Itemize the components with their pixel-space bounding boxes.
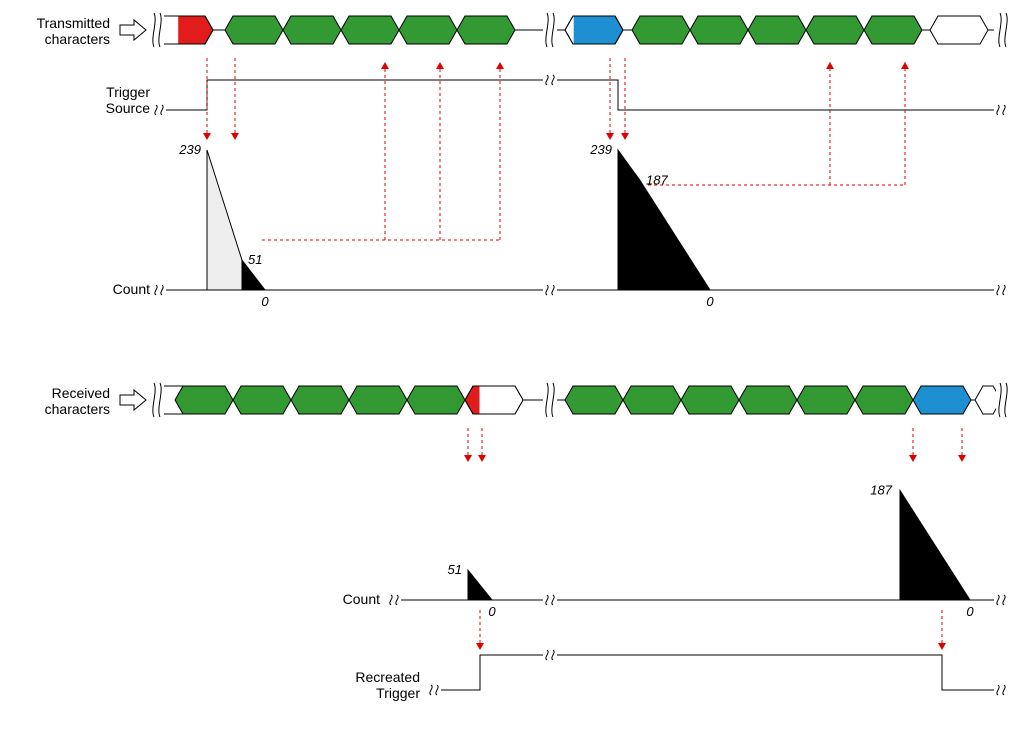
timing-diagram: Transmittedcharacters TriggerSource Count 2… bbox=[0, 0, 1024, 729]
svg-text:Count: Count bbox=[113, 281, 150, 297]
svg-text:0: 0 bbox=[966, 604, 974, 619]
svg-text:TriggerSource: TriggerSource bbox=[106, 84, 151, 116]
svg-text:Transmittedcharacters: Transmittedcharacters bbox=[37, 15, 110, 47]
svg-text:Receivedcharacters: Receivedcharacters bbox=[45, 385, 110, 417]
svg-text:187: 187 bbox=[870, 482, 892, 497]
svg-text:RecreatedTrigger: RecreatedTrigger bbox=[355, 669, 420, 701]
svg-text:51: 51 bbox=[248, 252, 262, 267]
svg-text:239: 239 bbox=[178, 142, 201, 157]
svg-text:Count: Count bbox=[343, 591, 380, 607]
svg-text:239: 239 bbox=[589, 142, 612, 157]
svg-text:0: 0 bbox=[488, 604, 496, 619]
svg-text:0: 0 bbox=[706, 294, 714, 309]
svg-text:51: 51 bbox=[448, 562, 462, 577]
svg-text:0: 0 bbox=[261, 294, 269, 309]
